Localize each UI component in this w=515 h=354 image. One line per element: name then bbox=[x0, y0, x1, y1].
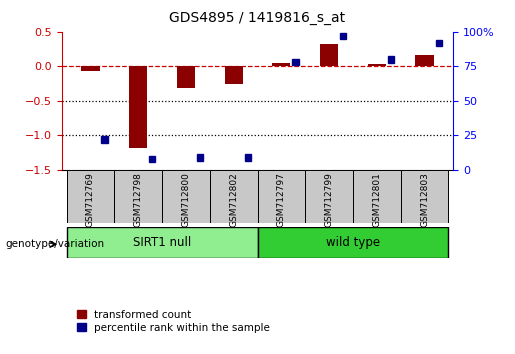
Bar bbox=[101, 136, 108, 143]
Text: wild type: wild type bbox=[326, 236, 380, 249]
Text: GSM712798: GSM712798 bbox=[134, 172, 143, 228]
Bar bbox=[416, 55, 434, 67]
Bar bbox=[210, 170, 258, 223]
Text: GSM712799: GSM712799 bbox=[324, 172, 334, 228]
Bar bbox=[388, 56, 394, 63]
Text: GSM712801: GSM712801 bbox=[372, 172, 381, 228]
Bar bbox=[225, 67, 243, 84]
Bar bbox=[177, 67, 195, 88]
Text: GSM712769: GSM712769 bbox=[86, 172, 95, 228]
Bar bbox=[149, 156, 156, 162]
Bar bbox=[245, 154, 251, 161]
Bar bbox=[353, 170, 401, 223]
Bar bbox=[436, 40, 442, 46]
Bar bbox=[368, 64, 386, 67]
Bar bbox=[129, 67, 147, 148]
Text: GSM712802: GSM712802 bbox=[229, 172, 238, 227]
Bar bbox=[293, 59, 299, 65]
Bar bbox=[162, 170, 210, 223]
Text: GSM712797: GSM712797 bbox=[277, 172, 286, 228]
Text: genotype/variation: genotype/variation bbox=[5, 239, 104, 249]
Bar bbox=[258, 170, 305, 223]
Bar bbox=[401, 170, 449, 223]
Bar bbox=[66, 227, 258, 258]
Bar bbox=[340, 33, 346, 39]
Bar bbox=[114, 170, 162, 223]
Bar bbox=[258, 227, 449, 258]
Text: GSM712800: GSM712800 bbox=[181, 172, 191, 228]
Text: GSM712803: GSM712803 bbox=[420, 172, 429, 228]
Bar bbox=[272, 63, 290, 67]
Legend: transformed count, percentile rank within the sample: transformed count, percentile rank withi… bbox=[77, 310, 270, 333]
Bar bbox=[197, 154, 203, 161]
Text: SIRT1 null: SIRT1 null bbox=[133, 236, 191, 249]
Bar bbox=[305, 170, 353, 223]
Bar bbox=[81, 67, 99, 70]
Text: GDS4895 / 1419816_s_at: GDS4895 / 1419816_s_at bbox=[169, 11, 346, 25]
Bar bbox=[66, 170, 114, 223]
Bar bbox=[320, 44, 338, 67]
